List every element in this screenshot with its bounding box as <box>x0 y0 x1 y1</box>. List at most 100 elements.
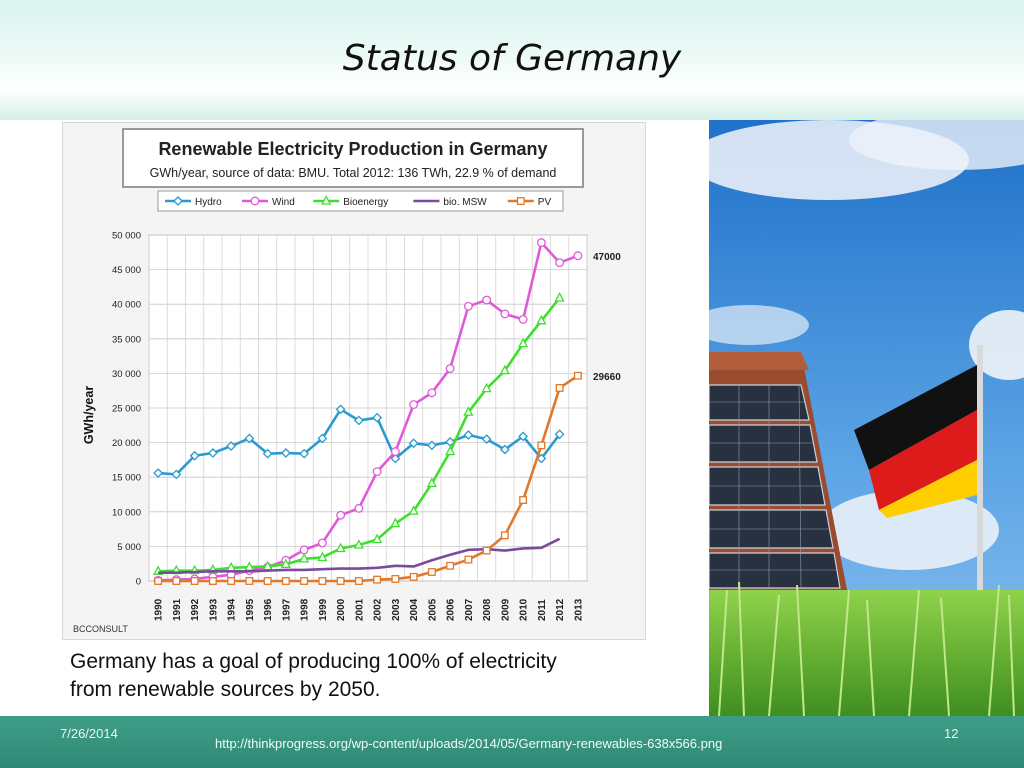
y-tick-label: 15 000 <box>112 473 141 484</box>
y-tick-label: 50 000 <box>112 231 141 242</box>
data-point-wind <box>500 309 510 319</box>
data-point-hydro <box>353 415 364 426</box>
x-tick-label: 1990 <box>154 598 165 621</box>
data-point-wind <box>482 295 492 305</box>
data-point-hydro <box>153 468 164 478</box>
x-tick-label: 1995 <box>245 598 256 621</box>
legend-label: Bioenergy <box>343 197 388 208</box>
data-point-wind <box>354 503 364 513</box>
y-tick-label: 25 000 <box>112 404 141 415</box>
data-point-wind <box>536 238 546 248</box>
data-point-hydro <box>426 440 437 451</box>
x-tick-label: 1992 <box>190 598 201 621</box>
data-point-pv <box>446 561 455 570</box>
data-point-pv <box>263 577 272 585</box>
legend-item-hydro: Hydro <box>165 196 222 208</box>
y-axis-ticks: 0 5 000 10 000 15 000 20 000 25 000 30 000 35 0… <box>112 231 141 588</box>
data-point-pv <box>172 577 181 585</box>
x-tick-label: 2011 <box>537 599 548 621</box>
data-point-pv <box>227 577 236 585</box>
x-tick-label: 2005 <box>427 598 438 621</box>
data-point-bioenergy <box>426 477 437 488</box>
y-tick-label: 40 000 <box>112 300 141 311</box>
data-point-pv <box>427 568 436 576</box>
slide-footer: 7/26/2014 http://thinkprogress.org/wp-co… <box>0 716 1024 768</box>
x-tick-label: 2010 <box>519 598 530 621</box>
x-tick-label: 1998 <box>300 598 311 621</box>
chart-figure: Renewable Electricity Production in Germ… <box>62 122 646 640</box>
series-line-bio-msw <box>158 537 561 574</box>
chart-subtitle: GWh/year, source of data: BMU. Total 201… <box>150 166 557 180</box>
data-point-wind <box>463 301 473 311</box>
data-point-hydro <box>390 453 401 464</box>
slide-number: 12 <box>944 726 959 741</box>
data-point-pv <box>154 577 163 585</box>
footer-date: 7/26/2014 <box>60 726 118 741</box>
data-point-bioenergy <box>481 382 492 393</box>
data-point-bioenergy <box>372 533 383 544</box>
data-point-hydro <box>408 438 419 449</box>
caption-line-1: Germany has a goal of producing 100% of … <box>70 650 557 673</box>
data-point-bioenergy <box>536 314 547 325</box>
data-point-bioenergy <box>335 542 346 553</box>
data-point-pv <box>519 496 528 504</box>
data-point-pv <box>555 383 564 392</box>
x-tick-label: 1996 <box>263 598 274 621</box>
data-point-hydro <box>226 441 237 451</box>
y-axis-label: GWh/year <box>82 386 96 444</box>
data-point-bioenergy <box>463 406 474 416</box>
data-point-hydro <box>317 433 328 444</box>
data-point-wind <box>390 447 400 457</box>
y-tick-label: 10 000 <box>112 507 141 518</box>
data-point-pv <box>373 575 382 584</box>
chart-title-box <box>122 128 584 188</box>
series-bioenergy <box>153 292 565 575</box>
data-point-wind <box>372 467 382 477</box>
x-tick-label: 1991 <box>172 598 183 621</box>
data-point-pv <box>354 577 363 585</box>
data-point-pv <box>318 577 327 585</box>
footer-source-url: http://thinkprogress.org/wp-content/uplo… <box>215 736 723 751</box>
legend-marker <box>173 196 183 206</box>
legend-items: Hydro Wind Bioenergy bio. MSW PV <box>165 195 552 208</box>
data-point-pv <box>409 572 418 581</box>
data-point-bioenergy <box>518 337 529 348</box>
data-point-bioenergy <box>408 505 419 515</box>
x-axis-ticks: 1990 1991 1992 1993 1994 1995 1996 1997 1998 1999… <box>154 598 585 621</box>
data-point-hydro <box>171 469 182 480</box>
x-tick-label: 2000 <box>336 598 347 621</box>
legend-item-bio-msw: bio. MSW <box>413 197 487 208</box>
renewable-electricity-chart: Renewable Electricity Production in Germ… <box>73 128 621 634</box>
solar-flag-photo <box>709 120 1024 716</box>
series-pv <box>154 371 582 585</box>
x-tick-label: 2004 <box>409 598 420 621</box>
chart-credit: BCCONSULT <box>73 624 128 634</box>
x-tick-label: 2009 <box>500 598 511 621</box>
data-point-pv <box>281 577 290 585</box>
x-tick-label: 2007 <box>464 598 475 621</box>
legend-marker <box>321 195 332 205</box>
data-point-pv <box>537 441 546 450</box>
data-point-wind <box>427 388 437 398</box>
series-bio-msw <box>158 537 561 574</box>
chart-grid <box>148 234 588 582</box>
end-label-pv: 29660 <box>593 372 621 383</box>
x-tick-label: 2008 <box>482 598 493 621</box>
data-point-wind <box>445 364 455 374</box>
legend-marker <box>250 196 260 206</box>
legend-label: Wind <box>272 197 295 208</box>
data-point-hydro <box>280 448 291 458</box>
legend-label: PV <box>538 197 552 208</box>
x-tick-label: 1994 <box>227 598 238 621</box>
data-point-hydro <box>518 431 529 442</box>
data-point-pv <box>482 546 491 555</box>
data-point-bioenergy <box>554 292 565 302</box>
series-hydro <box>153 404 565 480</box>
solar-roof-and-german-flag-photo-icon <box>709 120 1024 716</box>
data-point-pv <box>464 555 473 564</box>
data-point-wind <box>409 400 419 409</box>
legend-item-pv: PV <box>507 197 552 208</box>
data-point-pv <box>336 577 345 585</box>
slide-title: Status of Germany <box>342 38 682 79</box>
y-tick-label: 35 000 <box>112 334 141 345</box>
